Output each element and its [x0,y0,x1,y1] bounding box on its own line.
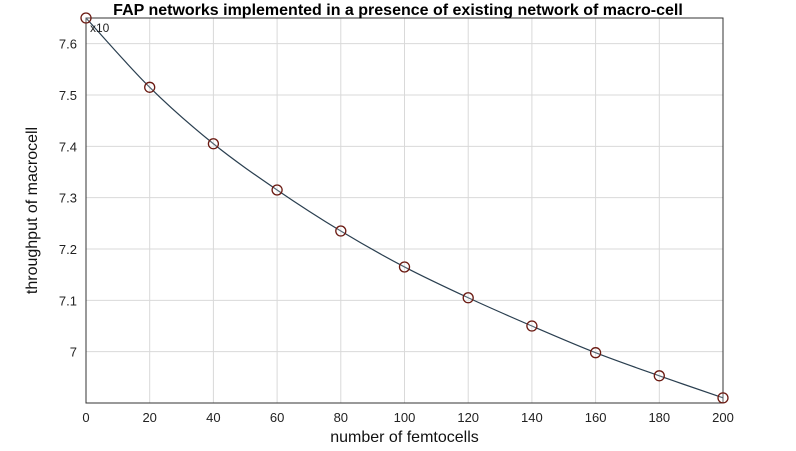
data-point-marker [335,225,347,237]
x-tick-label: 100 [394,410,416,425]
y-tick-label: 7.6 [59,37,77,52]
y-axis-ticks: 7 7.1 7.2 7.3 7.4 7.5 7.6 [59,37,77,360]
data-point-marker [526,320,538,332]
y-tick-label: 7 [70,345,77,360]
x-tick-label: 180 [648,410,670,425]
data-point-marker [589,347,602,359]
x-tick-label: 200 [712,410,734,425]
chart-title: FAP networks implemented in a presence o… [113,2,683,19]
x-tick-label: 140 [521,410,543,425]
x-tick-label: 160 [585,410,607,425]
x-tick-label: 120 [457,410,479,425]
x-tick-label: 20 [142,410,156,425]
y-tick-label: 7.1 [59,293,77,308]
plot-frame [85,17,724,404]
x-tick-label: 80 [334,410,348,425]
data-point-marker [144,81,156,93]
data-point-marker [80,12,92,24]
y-tick-label: 7.4 [59,139,77,154]
x-axis-label: number of femtocells [330,429,479,446]
data-point-marker [717,392,729,404]
data-point-marker [462,292,474,304]
data-point-marker [398,261,411,273]
y-axis-label: throughput of macrocell [24,127,41,294]
data-point-marker [207,138,220,150]
x-axis-ticks: 0 20 40 60 80 100 120 140 160 180 200 [82,410,733,425]
data-point-marker [271,184,283,196]
data-point-marker [653,370,665,382]
x-tick-label: 60 [270,410,284,425]
x-tick-label: 0 [82,410,89,425]
series-markers [80,12,729,404]
grid [85,18,724,403]
series-line [85,17,724,399]
y-axis-exponent-label: x10 [90,21,110,35]
y-tick-label: 7.5 [59,88,77,103]
x-tick-label: 40 [206,410,220,425]
y-tick-label: 7.2 [59,242,77,257]
y-tick-label: 7.3 [59,191,77,206]
